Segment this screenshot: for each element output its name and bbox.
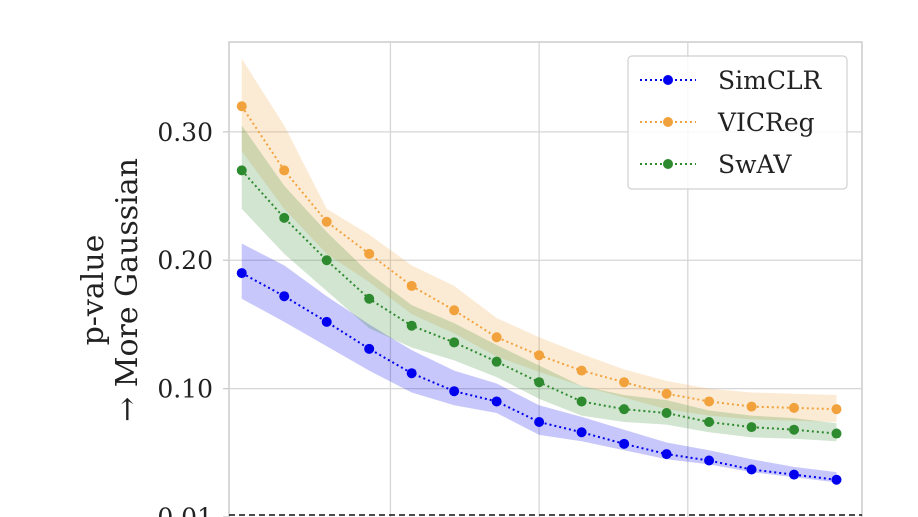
swav-point (321, 255, 332, 266)
vicreg-point (831, 404, 842, 415)
swav-point (831, 428, 842, 439)
simclr-point (279, 291, 290, 302)
vicreg-point (364, 248, 375, 259)
y-tick-label: 0.10 (157, 375, 213, 404)
vicreg-point (576, 365, 587, 376)
swav-point (279, 212, 290, 223)
swav-point (406, 320, 417, 331)
vicreg-point (746, 401, 757, 412)
simclr-band (241, 243, 837, 483)
legend-label-swav: SwAV (718, 150, 792, 179)
swav-point (236, 165, 247, 176)
swav-point (491, 356, 502, 367)
swav-point (576, 396, 587, 407)
vicreg-point (406, 280, 417, 291)
simclr-point (491, 396, 502, 407)
simclr-point (789, 469, 800, 480)
y-tick-label: 0.01 (157, 503, 213, 517)
vicreg-point (789, 402, 800, 413)
vicreg-point (491, 332, 502, 343)
simclr-point (406, 368, 417, 379)
vicreg-point (236, 101, 247, 112)
legend-marker-simclr (663, 75, 673, 85)
vicreg-point (704, 396, 715, 407)
simclr-point (746, 464, 757, 475)
simclr-point (704, 455, 715, 466)
y-axis-label-line2: → More Gaussian (110, 158, 145, 422)
swav-point (534, 377, 545, 388)
simclr-point (619, 438, 630, 449)
swav-point (449, 337, 460, 348)
legend-label-simclr: SimCLR (718, 66, 823, 95)
simclr-point (534, 417, 545, 427)
swav-point (704, 417, 715, 427)
swav-point (661, 408, 672, 419)
simclr-point (576, 427, 587, 438)
vicreg-point (279, 165, 290, 176)
legend: SimCLR VICReg SwAV (627, 55, 848, 190)
vicreg-point (449, 305, 460, 316)
series-points (236, 101, 842, 485)
simclr-point (364, 343, 375, 354)
y-tick-label: 0.20 (157, 246, 213, 275)
vicreg-point (321, 216, 332, 227)
y-axis-label-line1: p-value (76, 235, 111, 346)
swav-point (619, 404, 630, 415)
legend-label-vicreg: VICReg (717, 108, 815, 137)
y-tick-label: 0.30 (157, 118, 213, 147)
vicreg-band (241, 58, 837, 423)
vicreg-point (619, 377, 630, 388)
swav-point (789, 424, 800, 435)
legend-marker-vicreg (663, 117, 673, 127)
swav-point (746, 422, 757, 433)
simclr-point (236, 268, 247, 279)
plot-frame (228, 41, 863, 517)
y-tick-labels: 0.01 0.10 0.20 0.30 (157, 118, 229, 517)
legend-marker-swav (663, 159, 673, 169)
vicreg-point (534, 350, 545, 361)
swav-point (364, 293, 375, 304)
simclr-point (321, 316, 332, 327)
simclr-point (449, 386, 460, 397)
simclr-point (661, 449, 672, 460)
vicreg-point (661, 388, 672, 399)
simclr-point (831, 474, 842, 485)
legend-frame (627, 55, 848, 190)
